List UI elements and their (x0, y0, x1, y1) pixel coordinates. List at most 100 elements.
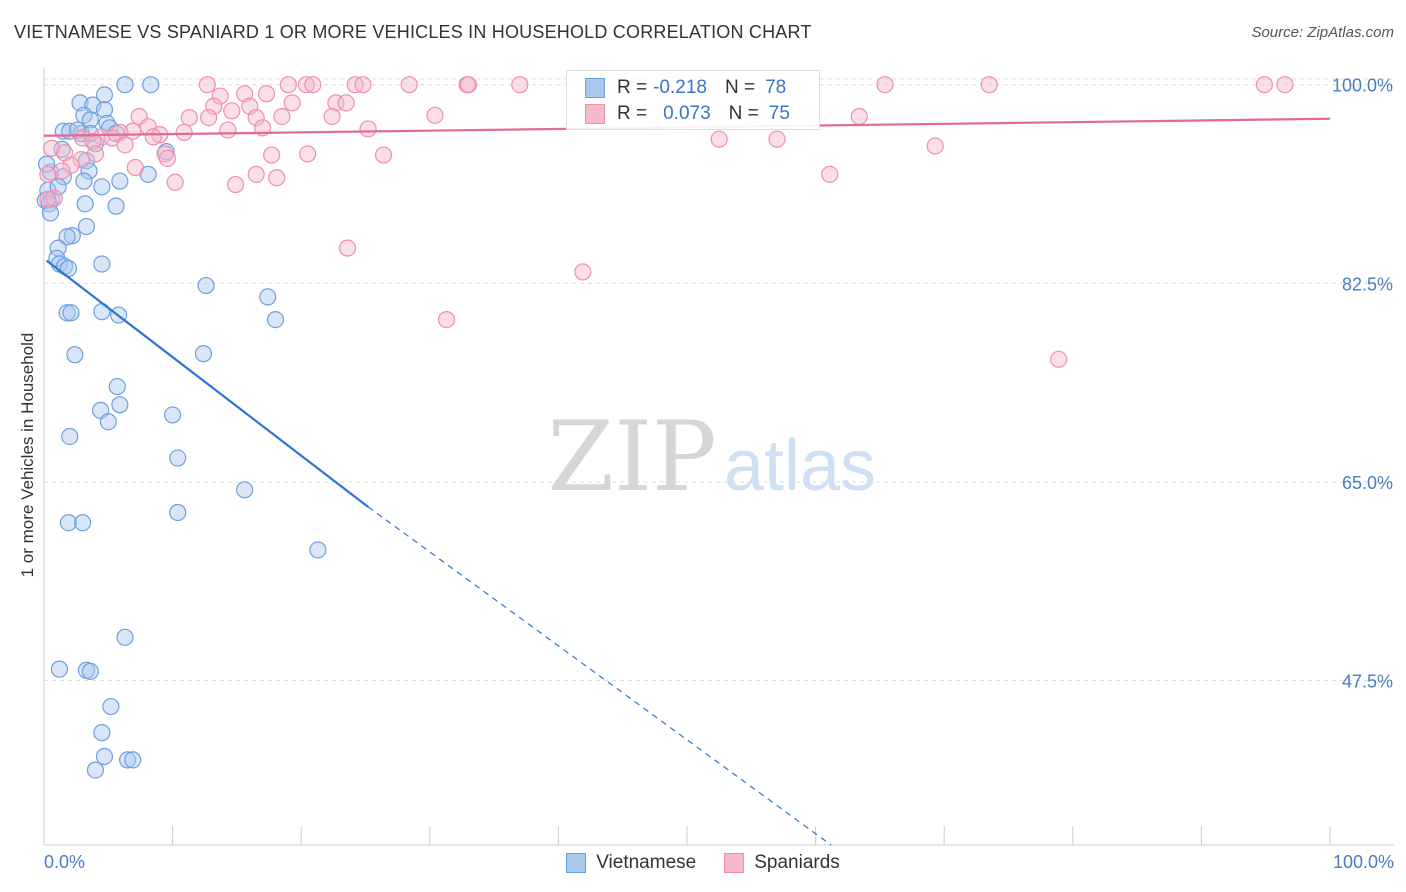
n-label: N = (725, 77, 755, 99)
data-point (439, 312, 455, 328)
data-point (260, 289, 276, 305)
data-point (117, 137, 133, 153)
grid-lines (44, 79, 1394, 680)
data-point (376, 147, 392, 163)
data-point (159, 150, 175, 166)
data-point (201, 110, 217, 126)
data-point (284, 95, 300, 111)
data-point (87, 762, 103, 778)
data-point (1256, 77, 1272, 93)
data-point (1051, 351, 1067, 367)
n-value-spaniards: 75 (769, 103, 790, 125)
data-point (176, 124, 192, 140)
data-point (181, 110, 197, 126)
data-point (711, 131, 727, 147)
axes (44, 68, 1394, 845)
data-point (170, 450, 186, 466)
data-point (310, 542, 326, 558)
stats-legend-row-spaniards: R = 0.073 N = 75 (585, 102, 790, 126)
stats-legend: R = -0.218 N = 78 R = 0.073 N = 75 (566, 70, 820, 130)
data-point (512, 77, 528, 93)
data-point (237, 482, 253, 498)
data-point (51, 661, 67, 677)
data-point (103, 699, 119, 715)
data-point (300, 146, 316, 162)
data-point (339, 240, 355, 256)
r-label: R = (617, 103, 647, 125)
data-point (338, 95, 354, 111)
data-point (82, 663, 98, 679)
vietnamese-swatch (585, 78, 605, 98)
data-point (224, 103, 240, 119)
data-point (117, 629, 133, 645)
data-point (264, 147, 280, 163)
data-point (769, 131, 785, 147)
data-point (269, 170, 285, 186)
r-label: R = (617, 77, 647, 99)
vietnamese-trend-extension (368, 507, 831, 845)
data-point (822, 166, 838, 182)
data-point (460, 77, 476, 93)
y-tick-labels: 100.0% 82.5% 65.0% 47.5% (1332, 76, 1393, 692)
stats-legend-row-vietnamese: R = -0.218 N = 78 (585, 76, 786, 100)
data-point (258, 86, 274, 102)
series-legend: Vietnamese Spaniards (0, 852, 1406, 874)
vietnamese-trend-line (47, 261, 369, 507)
watermark-atlas: atlas (724, 426, 876, 506)
data-point (228, 177, 244, 193)
data-point (360, 121, 376, 137)
data-point (112, 173, 128, 189)
y-tick-label: 47.5% (1342, 671, 1393, 691)
data-point (305, 77, 321, 93)
data-point (76, 173, 92, 189)
data-point (96, 748, 112, 764)
data-point (195, 346, 211, 362)
data-point (877, 77, 893, 93)
y-tick-label: 100.0% (1332, 76, 1393, 96)
data-point (108, 198, 124, 214)
data-point (851, 108, 867, 124)
data-point (94, 256, 110, 272)
legend-item-vietnamese[interactable]: Vietnamese (566, 852, 696, 874)
data-point (117, 77, 133, 93)
data-point (274, 108, 290, 124)
r-value-spaniards: 0.073 (663, 103, 711, 125)
spaniards-legend-swatch (724, 853, 744, 873)
data-point (40, 166, 56, 182)
data-point (145, 129, 161, 145)
data-point (125, 752, 141, 768)
legend-label-vietnamese: Vietnamese (596, 852, 696, 874)
data-point (165, 407, 181, 423)
r-value-vietnamese: -0.218 (653, 77, 707, 99)
watermark-zip: ZIP (547, 401, 716, 513)
data-point (40, 191, 56, 207)
spaniards-swatch (585, 104, 605, 124)
y-tick-label: 82.5% (1342, 274, 1393, 294)
n-label: N = (729, 103, 759, 125)
data-point (94, 725, 110, 741)
data-point (62, 428, 78, 444)
legend-label-spaniards: Spaniards (754, 852, 840, 874)
vietnamese-legend-swatch (566, 853, 586, 873)
scatter-chart: ZIP atlas 100.0%82.5%65.0%47.5% (0, 0, 1406, 892)
legend-item-spaniards[interactable]: Spaniards (724, 852, 840, 874)
data-point (280, 77, 296, 93)
data-point (77, 196, 93, 212)
data-point (75, 515, 91, 531)
data-point (324, 108, 340, 124)
data-point (170, 505, 186, 521)
data-point (981, 77, 997, 93)
data-point (143, 77, 159, 93)
data-point (401, 77, 417, 93)
data-point (167, 174, 183, 190)
data-point (267, 312, 283, 328)
data-point (1277, 77, 1293, 93)
data-point (198, 278, 214, 294)
data-point (94, 179, 110, 195)
data-point (63, 305, 79, 321)
data-point (78, 219, 94, 235)
data-point (220, 122, 236, 138)
data-point (199, 77, 215, 93)
data-point (248, 166, 264, 182)
data-point (127, 160, 143, 176)
